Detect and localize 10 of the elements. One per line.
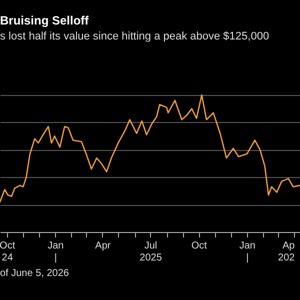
x-tick-label: Apr bbox=[95, 240, 112, 252]
x-tick-label: Jul 2025 bbox=[140, 240, 162, 264]
x-tick-label: Jan | bbox=[239, 240, 256, 264]
x-tick-label: Ap 202 bbox=[278, 240, 296, 264]
chart-title: Bruising Selloff bbox=[0, 13, 90, 28]
x-tick-label: Oct 24 bbox=[0, 240, 16, 264]
chart-subtitle: s lost half its value since hitting a peak above $125,000 bbox=[0, 30, 270, 42]
x-tick-label: Jan | bbox=[48, 240, 64, 264]
x-tick-label: Oct bbox=[191, 240, 208, 252]
text: of June 5, 2026 bbox=[0, 268, 70, 279]
